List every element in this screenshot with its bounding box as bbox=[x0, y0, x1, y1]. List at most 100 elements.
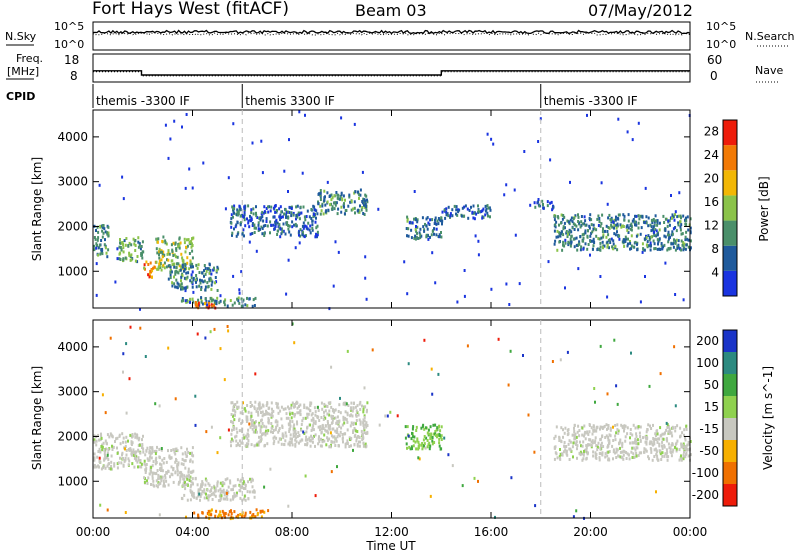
data-cell bbox=[658, 221, 661, 225]
data-cell bbox=[265, 207, 268, 210]
data-cell bbox=[661, 444, 663, 448]
data-cell bbox=[181, 297, 184, 300]
data-cell bbox=[349, 200, 352, 204]
data-cell bbox=[229, 440, 232, 444]
data-cell bbox=[584, 430, 587, 434]
data-cell bbox=[689, 217, 692, 221]
data-cell bbox=[159, 262, 162, 265]
data-cell bbox=[191, 270, 194, 274]
data-cell bbox=[321, 407, 324, 411]
data-cell bbox=[594, 400, 596, 404]
data-cell bbox=[615, 215, 617, 219]
data-cell bbox=[598, 217, 601, 220]
data-cell bbox=[210, 493, 213, 496]
data-cell bbox=[132, 237, 135, 241]
data-cell bbox=[186, 244, 189, 248]
data-cell bbox=[582, 453, 585, 457]
data-cell bbox=[318, 192, 321, 196]
data-cell bbox=[146, 446, 149, 450]
data-cell bbox=[623, 424, 626, 428]
data-cell bbox=[250, 211, 253, 215]
data-cell bbox=[566, 219, 569, 223]
data-cell bbox=[347, 204, 350, 208]
freq-tick-bottom: 8 bbox=[70, 69, 78, 83]
data-cell bbox=[215, 280, 218, 284]
data-cell bbox=[298, 241, 301, 245]
data-cell bbox=[564, 286, 566, 290]
data-cell bbox=[651, 458, 654, 462]
data-cell bbox=[137, 449, 140, 453]
data-cell bbox=[537, 198, 540, 201]
data-cell bbox=[240, 304, 243, 308]
data-cell bbox=[576, 248, 579, 252]
data-cell bbox=[189, 485, 192, 489]
data-cell bbox=[254, 430, 256, 434]
data-cell bbox=[645, 243, 648, 247]
data-cell bbox=[629, 227, 632, 231]
data-cell bbox=[188, 252, 191, 255]
data-cell bbox=[171, 249, 174, 253]
colorbar-swatch bbox=[723, 330, 737, 352]
data-cell bbox=[237, 443, 240, 447]
data-cell bbox=[296, 204, 299, 208]
data-cell bbox=[247, 410, 250, 414]
data-cell bbox=[99, 460, 102, 464]
data-cell bbox=[598, 220, 601, 224]
data-cell bbox=[643, 447, 646, 451]
data-cell bbox=[203, 264, 206, 267]
data-cell bbox=[679, 456, 682, 460]
data-cell bbox=[302, 430, 305, 434]
data-cell bbox=[328, 195, 331, 198]
data-cell bbox=[572, 217, 575, 221]
data-cell bbox=[159, 250, 162, 254]
data-cell bbox=[149, 446, 152, 450]
data-cell bbox=[162, 479, 165, 483]
data-cell bbox=[144, 355, 147, 358]
data-cell bbox=[175, 266, 178, 270]
data-cell bbox=[302, 416, 305, 420]
data-cell bbox=[570, 216, 573, 220]
data-cell bbox=[141, 438, 143, 442]
y-tick-label: 3000 bbox=[57, 385, 88, 399]
data-cell bbox=[192, 265, 194, 269]
data-cell bbox=[597, 214, 600, 218]
data-cell bbox=[639, 425, 642, 429]
data-cell bbox=[652, 437, 655, 440]
data-cell bbox=[158, 447, 161, 451]
data-cell bbox=[680, 454, 682, 458]
data-cell bbox=[195, 280, 197, 284]
data-cell bbox=[490, 137, 493, 141]
data-cell bbox=[214, 281, 216, 285]
data-cell bbox=[600, 181, 603, 185]
data-cell bbox=[436, 435, 438, 439]
data-cell bbox=[607, 424, 610, 427]
data-cell bbox=[343, 421, 346, 425]
data-cell bbox=[226, 304, 229, 308]
data-cell bbox=[412, 425, 415, 429]
data-cell bbox=[633, 456, 636, 459]
data-cell bbox=[163, 266, 166, 270]
data-cell bbox=[233, 510, 236, 514]
data-cell bbox=[429, 425, 432, 429]
data-cell bbox=[618, 237, 621, 241]
data-cell bbox=[563, 431, 566, 435]
data-cell bbox=[598, 458, 601, 462]
data-cell bbox=[359, 193, 362, 197]
data-cell bbox=[596, 448, 599, 452]
data-cell bbox=[679, 426, 682, 430]
data-cell bbox=[639, 438, 642, 442]
data-cell bbox=[111, 435, 114, 439]
data-cell bbox=[180, 265, 183, 269]
data-cell bbox=[621, 426, 624, 430]
data-cell bbox=[328, 307, 331, 311]
data-cell bbox=[487, 206, 490, 210]
data-cell bbox=[594, 436, 597, 440]
data-cell bbox=[647, 244, 650, 248]
data-cell bbox=[664, 452, 667, 456]
data-cell bbox=[658, 228, 661, 232]
data-cell bbox=[200, 300, 203, 304]
data-cell bbox=[682, 442, 685, 446]
data-cell bbox=[350, 436, 353, 440]
data-cell bbox=[280, 232, 283, 236]
data-cell bbox=[612, 425, 614, 429]
